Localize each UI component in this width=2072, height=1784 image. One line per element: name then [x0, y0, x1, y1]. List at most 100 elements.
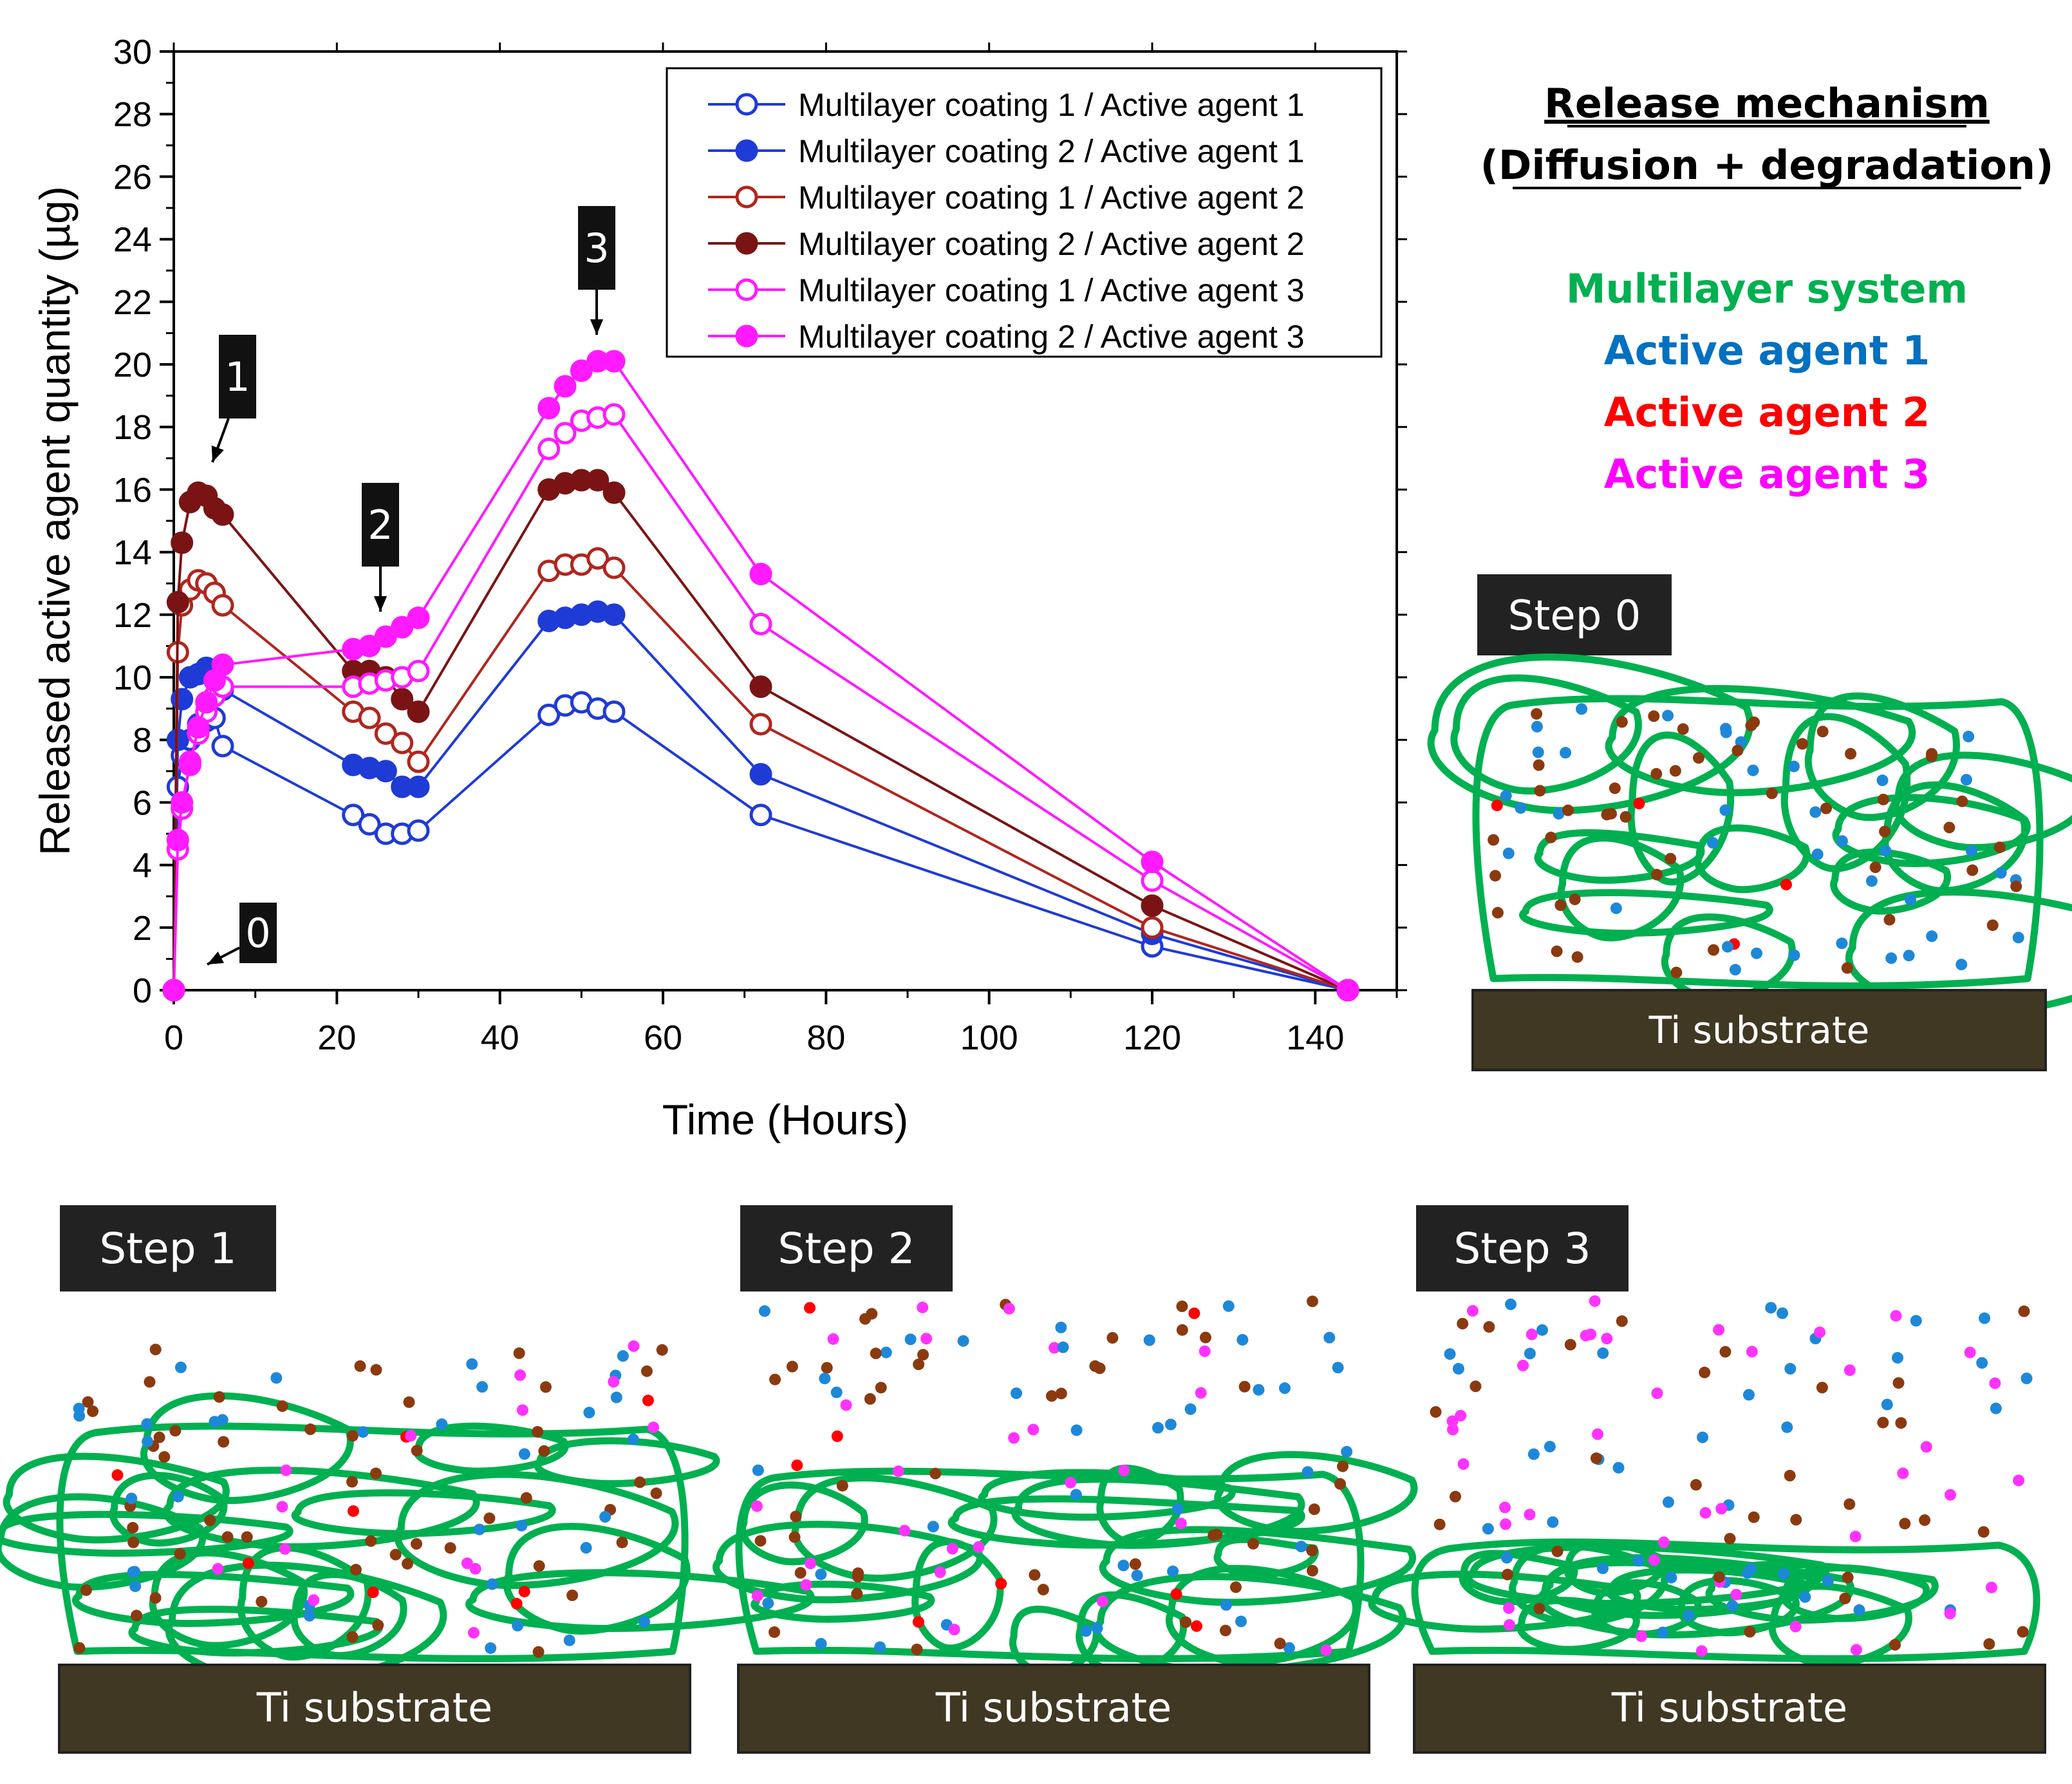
agent-dot — [1129, 1558, 1141, 1570]
agent-dot — [1008, 1432, 1020, 1444]
legend-label: Multilayer coating 2 / Active agent 2 — [798, 226, 1305, 262]
series-layer — [162, 350, 1359, 1002]
data-point — [162, 979, 185, 1002]
agent-dot — [640, 1365, 653, 1377]
series-1 — [162, 691, 1359, 1002]
agent-dot — [874, 1641, 886, 1653]
agent-dot — [213, 1391, 225, 1403]
agent-dot — [1433, 1518, 1446, 1530]
agent-dot — [1730, 1588, 1742, 1601]
agent-dot — [1919, 1514, 1931, 1526]
y-tick-label: 18 — [113, 408, 152, 447]
polymer-chain — [1832, 794, 2031, 867]
agent-dot — [1657, 1626, 1669, 1638]
agent-dot — [1334, 1478, 1347, 1490]
agent-dot — [1983, 1638, 1995, 1650]
x-tick-label: 100 — [960, 1019, 1018, 1057]
y-tick-label: 24 — [113, 221, 152, 259]
agent-dot — [1945, 1488, 1957, 1501]
data-point — [602, 603, 626, 626]
agent-dot — [127, 1521, 139, 1534]
agent-dot — [158, 1451, 171, 1463]
agent-dot — [1677, 723, 1689, 735]
step-2-label: Step 2 — [778, 1224, 915, 1273]
agent-dot — [1897, 1467, 1909, 1479]
agent-dot — [444, 1542, 456, 1554]
agent-dot — [1985, 1581, 1997, 1593]
data-point — [537, 397, 561, 420]
agent-dot — [1545, 831, 1557, 843]
data-point — [602, 700, 626, 723]
annotation-box — [362, 483, 399, 567]
agent-dot — [1220, 1599, 1232, 1611]
legend-marker — [735, 232, 758, 255]
agent-dot — [1706, 837, 1719, 849]
agent-dot — [851, 1588, 863, 1600]
agent-dot — [1055, 1387, 1067, 1400]
agent-dot — [1955, 959, 1968, 971]
agent-dot — [1502, 1568, 1514, 1581]
agent-dot — [1742, 1567, 1754, 1579]
agent-dot — [221, 1531, 234, 1543]
agent-dot — [583, 1407, 595, 1419]
agent-dot — [1883, 914, 1896, 926]
agent-dot — [821, 1362, 833, 1374]
agent-dot — [566, 1589, 579, 1601]
agent-dot — [1788, 949, 1800, 961]
data-point — [407, 606, 430, 630]
agent-dot — [917, 1349, 929, 1361]
agent-dot — [1601, 1333, 1613, 1345]
agent-dot — [1117, 1559, 1130, 1572]
agent-dot — [514, 1369, 527, 1381]
agent-dot — [1502, 847, 1515, 859]
agent-dot — [1842, 1572, 1854, 1584]
agent-dot — [1778, 1568, 1790, 1580]
agent-dot — [1323, 1331, 1336, 1344]
annotation-0: 0 — [207, 903, 277, 966]
polymer-chain — [911, 1538, 1004, 1652]
agent-dot — [1849, 1530, 1862, 1543]
data-point — [1336, 979, 1359, 1002]
agent-dot — [1892, 1351, 1904, 1364]
agent-dot — [1612, 1461, 1625, 1474]
legend-multilayer-system: Multilayer system — [1566, 265, 1968, 312]
agent-dot — [1222, 1300, 1235, 1312]
agent-dot — [911, 1643, 923, 1655]
agent-dot — [1616, 1315, 1628, 1328]
agent-dot — [270, 1372, 283, 1384]
data-point — [407, 819, 430, 842]
data-point — [407, 750, 430, 773]
agent-dot — [1648, 1554, 1660, 1566]
agent-dot — [819, 1373, 831, 1385]
agent-dot — [126, 1492, 138, 1505]
step-1-agent-dots — [73, 1340, 668, 1658]
data-point — [602, 350, 626, 373]
step-3-substrate-label: Ti substrate — [1611, 1684, 1847, 1731]
agent-dot — [1091, 1622, 1103, 1634]
agent-dot — [1455, 1409, 1467, 1422]
agent-dot — [1869, 861, 1881, 874]
agent-dot — [1944, 1608, 1956, 1620]
agent-dot — [786, 1360, 798, 1373]
agent-dot — [1295, 1541, 1307, 1553]
agent-dot — [831, 1430, 843, 1442]
agent-dot — [1037, 1584, 1049, 1596]
agent-dot — [346, 1631, 359, 1643]
agent-dot — [367, 1586, 379, 1599]
agent-dot — [804, 1302, 816, 1314]
step-0-substrate — [1471, 989, 2047, 1071]
agent-dot — [1742, 1389, 1755, 1401]
polymer-chain — [1011, 1476, 1305, 1549]
agent-dot — [1662, 1496, 1674, 1508]
agent-dot — [1055, 1321, 1067, 1333]
agent-dot — [1237, 1334, 1249, 1346]
agent-dot — [1488, 834, 1500, 846]
agent-dot — [1571, 951, 1583, 963]
agent-dot — [1977, 1526, 1990, 1538]
agent-dot — [1449, 1490, 1461, 1503]
arrow-head — [211, 446, 224, 462]
agent-dot — [532, 1646, 545, 1658]
agent-dot — [648, 1422, 660, 1434]
agent-dot — [1562, 804, 1574, 816]
